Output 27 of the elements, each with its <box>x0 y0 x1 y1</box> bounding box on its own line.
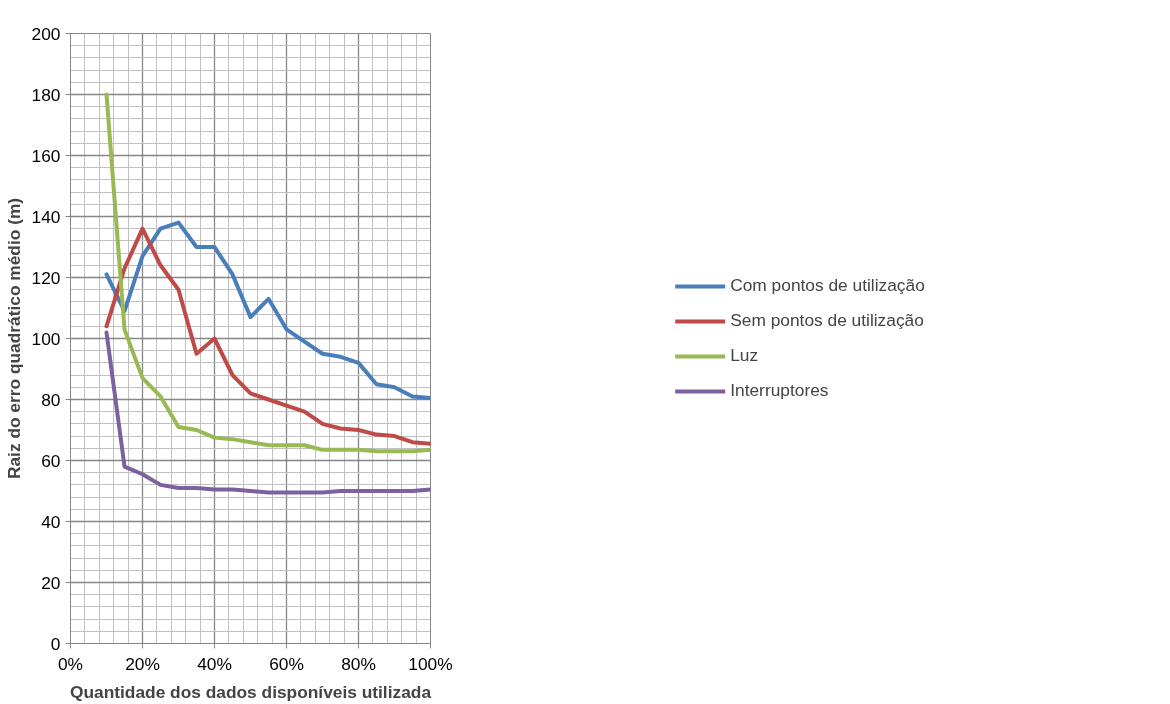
x-tick-label: 40% <box>197 653 232 674</box>
y-tick-label: 40 <box>41 511 61 532</box>
y-tick-label: 20 <box>41 572 61 593</box>
y-tick-label: 140 <box>31 206 61 227</box>
legend-label: Luz <box>730 345 759 366</box>
y-tick-label: 200 <box>31 23 61 44</box>
legend-label: Sem pontos de utilização <box>730 310 924 331</box>
y-tick-label: 80 <box>41 389 61 410</box>
y-axis-title: Raiz do erro quadrático médio (m) <box>3 197 24 480</box>
y-tick-label: 60 <box>41 450 61 471</box>
line-series <box>104 220 431 400</box>
x-tick-label: 100% <box>408 653 453 674</box>
line-series <box>104 330 431 495</box>
y-tick-label: 120 <box>31 267 61 288</box>
y-tick-label: 100 <box>31 328 61 349</box>
x-tick-label: 0% <box>57 653 84 674</box>
x-tick-label: 80% <box>341 653 376 674</box>
x-tick-label: 20% <box>125 653 160 674</box>
x-tick-label: 60% <box>269 653 304 674</box>
y-tick-label: 180 <box>31 84 61 105</box>
x-axis-title: Quantidade dos dados disponíveis utilizada <box>69 681 432 702</box>
line-series <box>104 92 431 454</box>
y-tick-label: 0 <box>50 633 61 654</box>
legend-label: Com pontos de utilização <box>730 275 925 296</box>
line-series <box>104 226 431 446</box>
legend-label: Interruptores <box>730 380 829 401</box>
y-tick-label: 160 <box>31 145 61 166</box>
